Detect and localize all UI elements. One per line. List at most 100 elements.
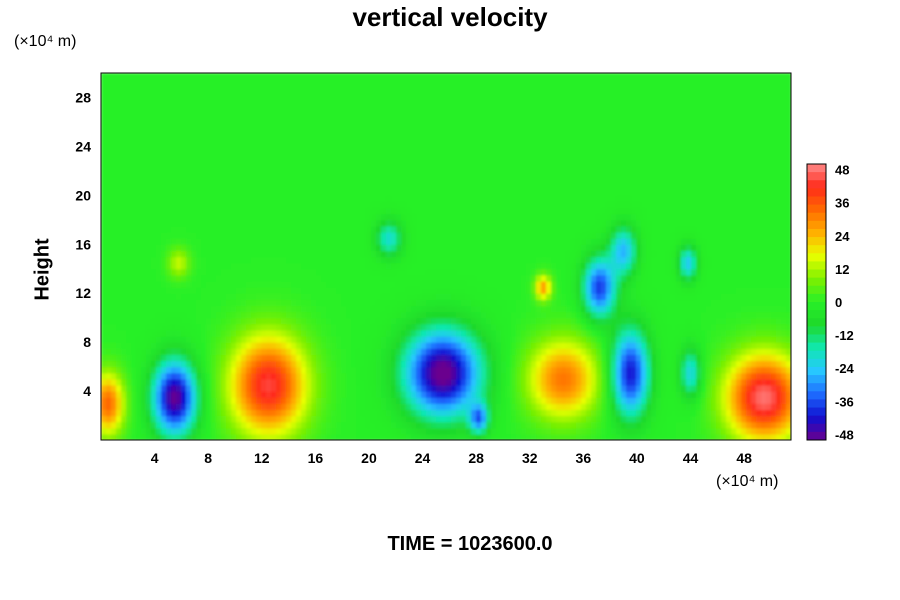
heatmap-cell bbox=[756, 256, 762, 264]
heatmap-cell bbox=[711, 287, 717, 294]
heatmap-cell bbox=[716, 336, 722, 343]
heatmap-cell bbox=[611, 336, 617, 343]
heatmap-cell bbox=[621, 403, 627, 411]
heatmap-cell bbox=[761, 421, 767, 429]
heatmap-cell bbox=[156, 415, 162, 423]
heatmap-cell bbox=[751, 329, 757, 337]
heatmap-cell bbox=[551, 372, 557, 380]
heatmap-cell bbox=[216, 256, 222, 264]
heatmap-cell bbox=[211, 280, 217, 288]
heatmap-cell bbox=[396, 372, 402, 380]
heatmap-cell bbox=[316, 336, 322, 343]
heatmap-cell bbox=[331, 329, 337, 337]
heatmap-cell bbox=[296, 268, 302, 276]
heatmap-cell bbox=[411, 262, 417, 270]
heatmap-cell bbox=[431, 354, 437, 362]
heatmap-cell bbox=[271, 317, 277, 325]
heatmap-cell bbox=[141, 372, 147, 380]
heatmap-cell bbox=[406, 366, 412, 374]
heatmap-cell bbox=[531, 366, 537, 374]
heatmap-cell bbox=[726, 366, 732, 374]
heatmap-cell bbox=[231, 384, 237, 392]
heatmap-cell bbox=[621, 311, 627, 319]
heatmap-cell bbox=[691, 287, 697, 294]
heatmap-cell bbox=[566, 262, 572, 270]
heatmap-cell bbox=[621, 219, 627, 227]
heatmap-cell bbox=[316, 366, 322, 374]
heatmap-cell bbox=[456, 268, 462, 276]
heatmap-cell bbox=[206, 415, 212, 423]
heatmap-cell bbox=[701, 268, 707, 276]
heatmap-cell bbox=[591, 409, 597, 417]
heatmap-cell bbox=[631, 391, 637, 398]
heatmap-cell bbox=[241, 268, 247, 276]
heatmap-cell bbox=[706, 287, 712, 294]
heatmap-cell bbox=[621, 348, 627, 355]
heatmap-cell bbox=[311, 293, 317, 300]
heatmap-cell bbox=[616, 372, 622, 380]
heatmap-cell bbox=[341, 311, 347, 319]
heatmap-cell bbox=[431, 311, 437, 319]
heatmap-cell bbox=[726, 409, 732, 417]
heatmap-cell bbox=[221, 372, 227, 380]
heatmap-cell bbox=[236, 256, 242, 264]
heatmap-cell bbox=[366, 403, 372, 411]
heatmap-cell bbox=[656, 323, 662, 331]
heatmap-cell bbox=[396, 329, 402, 337]
heatmap-cell bbox=[236, 244, 242, 251]
heatmap-cell bbox=[461, 403, 467, 411]
heatmap-cell bbox=[351, 311, 357, 319]
heatmap-cell bbox=[601, 323, 607, 331]
heatmap-cell bbox=[776, 323, 782, 331]
heatmap-cell bbox=[396, 256, 402, 264]
heatmap-cell bbox=[771, 415, 777, 423]
heatmap-cell bbox=[351, 250, 357, 258]
heatmap-cell bbox=[351, 232, 357, 239]
heatmap-cell bbox=[156, 366, 162, 374]
heatmap-cell bbox=[766, 232, 772, 239]
heatmap-cell bbox=[571, 219, 577, 227]
heatmap-cell bbox=[221, 213, 227, 221]
heatmap-cell bbox=[556, 219, 562, 227]
heatmap-cell bbox=[411, 409, 417, 417]
heatmap-cell bbox=[461, 219, 467, 227]
chart-title: vertical velocity bbox=[352, 2, 548, 32]
heatmap-cell bbox=[616, 354, 622, 362]
heatmap-cell bbox=[551, 274, 557, 282]
heatmap-cell bbox=[611, 225, 617, 233]
heatmap-cell bbox=[481, 360, 487, 368]
heatmap-cell bbox=[471, 256, 477, 264]
heatmap-cell bbox=[136, 323, 142, 331]
heatmap-cell bbox=[206, 213, 212, 221]
heatmap-cell bbox=[241, 397, 247, 404]
heatmap-cell bbox=[426, 268, 432, 276]
heatmap-cell bbox=[406, 232, 412, 239]
heatmap-cell bbox=[276, 305, 282, 313]
heatmap-cell bbox=[421, 299, 427, 307]
heatmap-cell bbox=[696, 403, 702, 411]
heatmap-cell bbox=[496, 342, 502, 349]
heatmap-cell bbox=[351, 403, 357, 411]
heatmap-cell bbox=[411, 274, 417, 282]
heatmap-cell bbox=[361, 427, 367, 435]
heatmap-cell bbox=[601, 403, 607, 411]
heatmap-cell bbox=[671, 299, 677, 307]
heatmap-cell bbox=[316, 378, 322, 386]
heatmap-cell bbox=[666, 293, 672, 300]
heatmap-cell bbox=[571, 384, 577, 392]
heatmap-cell bbox=[551, 360, 557, 368]
heatmap-cell bbox=[326, 415, 332, 423]
heatmap-cell bbox=[681, 323, 687, 331]
heatmap-cell bbox=[256, 409, 262, 417]
heatmap-cell bbox=[361, 299, 367, 307]
heatmap-cell bbox=[436, 323, 442, 331]
heatmap-cell bbox=[726, 225, 732, 233]
heatmap-cell bbox=[681, 366, 687, 374]
heatmap-cell bbox=[306, 244, 312, 251]
heatmap-cell bbox=[186, 219, 192, 227]
heatmap-cell bbox=[586, 360, 592, 368]
heatmap-cell bbox=[381, 256, 387, 264]
heatmap-cell bbox=[401, 311, 407, 319]
heatmap-cell bbox=[746, 329, 752, 337]
heatmap-cell bbox=[516, 415, 522, 423]
